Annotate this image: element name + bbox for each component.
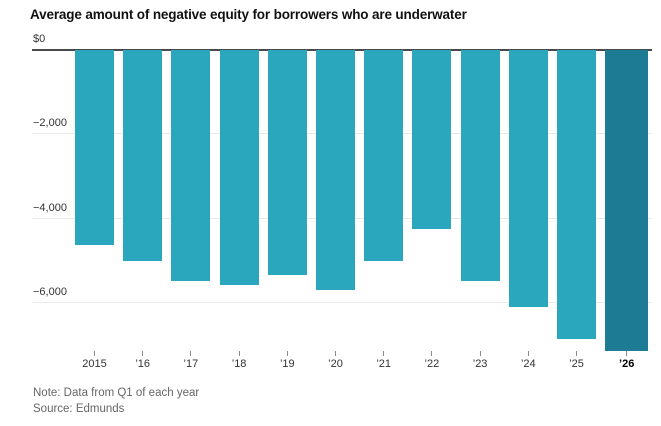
- x-axis-tick-label: ’21: [376, 358, 392, 370]
- bar-22: [412, 50, 452, 229]
- y-axis-tick-label: −4,000: [33, 201, 67, 214]
- x-axis-tick: [190, 351, 192, 356]
- x-axis-tick: [576, 351, 577, 356]
- x-axis-tick-label: ’19: [279, 358, 295, 370]
- y-axis-tick-label: −2,000: [33, 117, 67, 130]
- x-axis-tick: [238, 351, 240, 356]
- chart-title: Average amount of negative equity for bo…: [30, 7, 467, 22]
- x-axis-tick-label: ’22: [424, 358, 440, 370]
- bar-17: [171, 50, 211, 281]
- x-axis-tick: [335, 351, 336, 356]
- x-axis-tick: [142, 351, 144, 356]
- x-axis-tick-label: ’18: [231, 358, 247, 370]
- bar-25: [557, 50, 596, 340]
- chart-note: Note: Data from Q1 of each year: [33, 387, 200, 399]
- x-axis-tick-label: 2015: [82, 358, 107, 370]
- x-axis-tick-label: ’25: [569, 358, 584, 370]
- x-axis-tick-label: ’16: [135, 358, 151, 370]
- x-axis-tick: [286, 351, 288, 356]
- y-axis-tick-label: $0: [33, 33, 46, 45]
- plot-area: $0 −2,000 −4,000 −6,000 2015 ’16 ’17 ’18 ’19 ’20 ’…: [32, 33, 652, 370]
- y-axis-tick-label: −6,000: [33, 285, 67, 298]
- bar-2015: [75, 50, 114, 245]
- x-axis-tick-label: ’17: [183, 358, 199, 370]
- x-axis-tick: [626, 351, 628, 356]
- x-axis-tick: [94, 351, 95, 356]
- bar-21: [364, 50, 404, 261]
- bar-23: [460, 50, 500, 281]
- x-axis-tick-label: ’26: [619, 358, 635, 370]
- bar-20: [316, 50, 355, 291]
- bar-26: [605, 50, 649, 351]
- chart-source: Source: Edmunds: [33, 403, 125, 415]
- x-axis-tick: [479, 351, 481, 356]
- bar-24: [508, 50, 548, 308]
- x-axis-tick: [431, 351, 433, 356]
- gridline: [32, 301, 652, 303]
- x-axis-tick: [527, 351, 529, 356]
- x-axis-tick-label: ’20: [328, 358, 343, 370]
- bar-16: [123, 50, 163, 261]
- x-axis-tick-label: ’23: [472, 358, 488, 370]
- bar-19: [267, 50, 307, 276]
- bar-18: [219, 50, 259, 285]
- x-axis-tick-label: ’24: [520, 358, 536, 370]
- x-axis-tick: [383, 351, 385, 356]
